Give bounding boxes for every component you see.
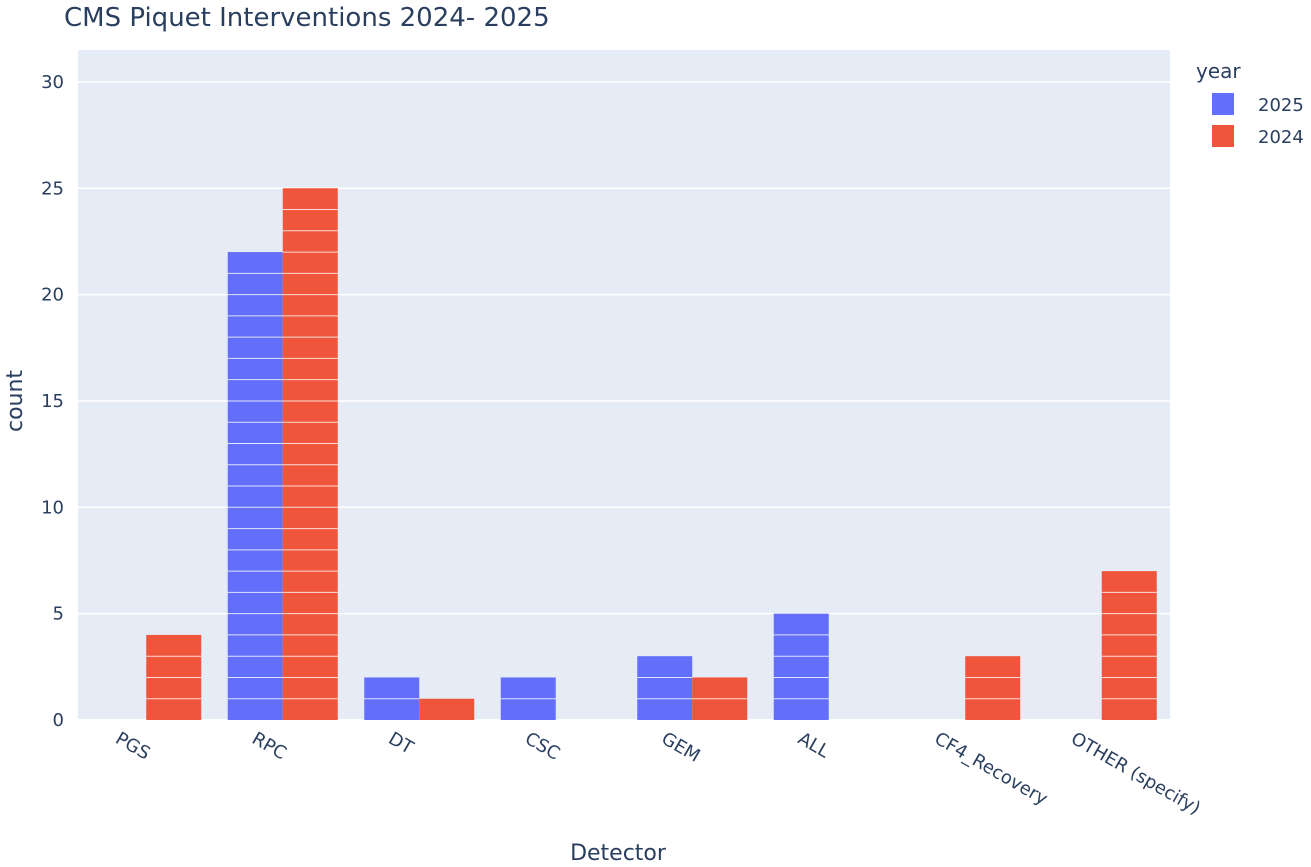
bar-2024-cf4-recovery[interactable] — [965, 656, 1021, 720]
legend-label: 2025 — [1258, 95, 1304, 116]
x-axis-title: Detector — [570, 841, 667, 866]
x-tick-label: CF4_Recovery — [931, 728, 1052, 810]
x-tick-label: OTHER (specify) — [1067, 728, 1204, 819]
bar-2025-gem[interactable] — [637, 656, 693, 720]
x-tick-label: DT — [385, 728, 418, 759]
bar-2024-other-specify-[interactable] — [1101, 571, 1157, 720]
bars — [146, 188, 1157, 721]
chart-title: CMS Piquet Interventions 2024- 2025 — [64, 3, 550, 33]
legend-title: year — [1196, 59, 1241, 83]
x-tick-label: CSC — [521, 728, 563, 764]
y-tick-label: 10 — [41, 497, 64, 518]
y-tick-label: 20 — [41, 285, 64, 306]
x-axis-ticks: PGS RPC DT CSC GEM ALL CF4_Recovery OTHER (spec… — [112, 728, 1204, 819]
x-tick-label: GEM — [658, 728, 704, 767]
bar-2025-all[interactable] — [773, 613, 829, 720]
bar-2024-rpc[interactable] — [282, 188, 338, 720]
x-tick-label: ALL — [794, 728, 833, 762]
y-tick-label: 25 — [41, 178, 64, 199]
y-tick-label: 0 — [53, 710, 64, 731]
x-tick-label: RPC — [248, 728, 290, 764]
y-tick-label: 30 — [41, 72, 64, 93]
legend-item-2025[interactable]: 2025 — [1212, 93, 1304, 116]
legend-swatch — [1212, 125, 1234, 147]
y-tick-label: 5 — [53, 604, 64, 625]
legend[interactable]: year 2025 2024 — [1196, 59, 1304, 148]
legend-item-2024[interactable]: 2024 — [1212, 125, 1304, 148]
x-tick-label: PGS — [112, 728, 154, 764]
y-tick-label: 15 — [41, 391, 64, 412]
legend-label: 2024 — [1258, 127, 1304, 148]
y-axis-ticks: 0 5 10 15 20 25 30 — [41, 72, 64, 731]
legend-swatch — [1212, 93, 1234, 115]
bar-2024-dt[interactable] — [419, 698, 475, 720]
y-axis-title: count — [3, 370, 28, 432]
